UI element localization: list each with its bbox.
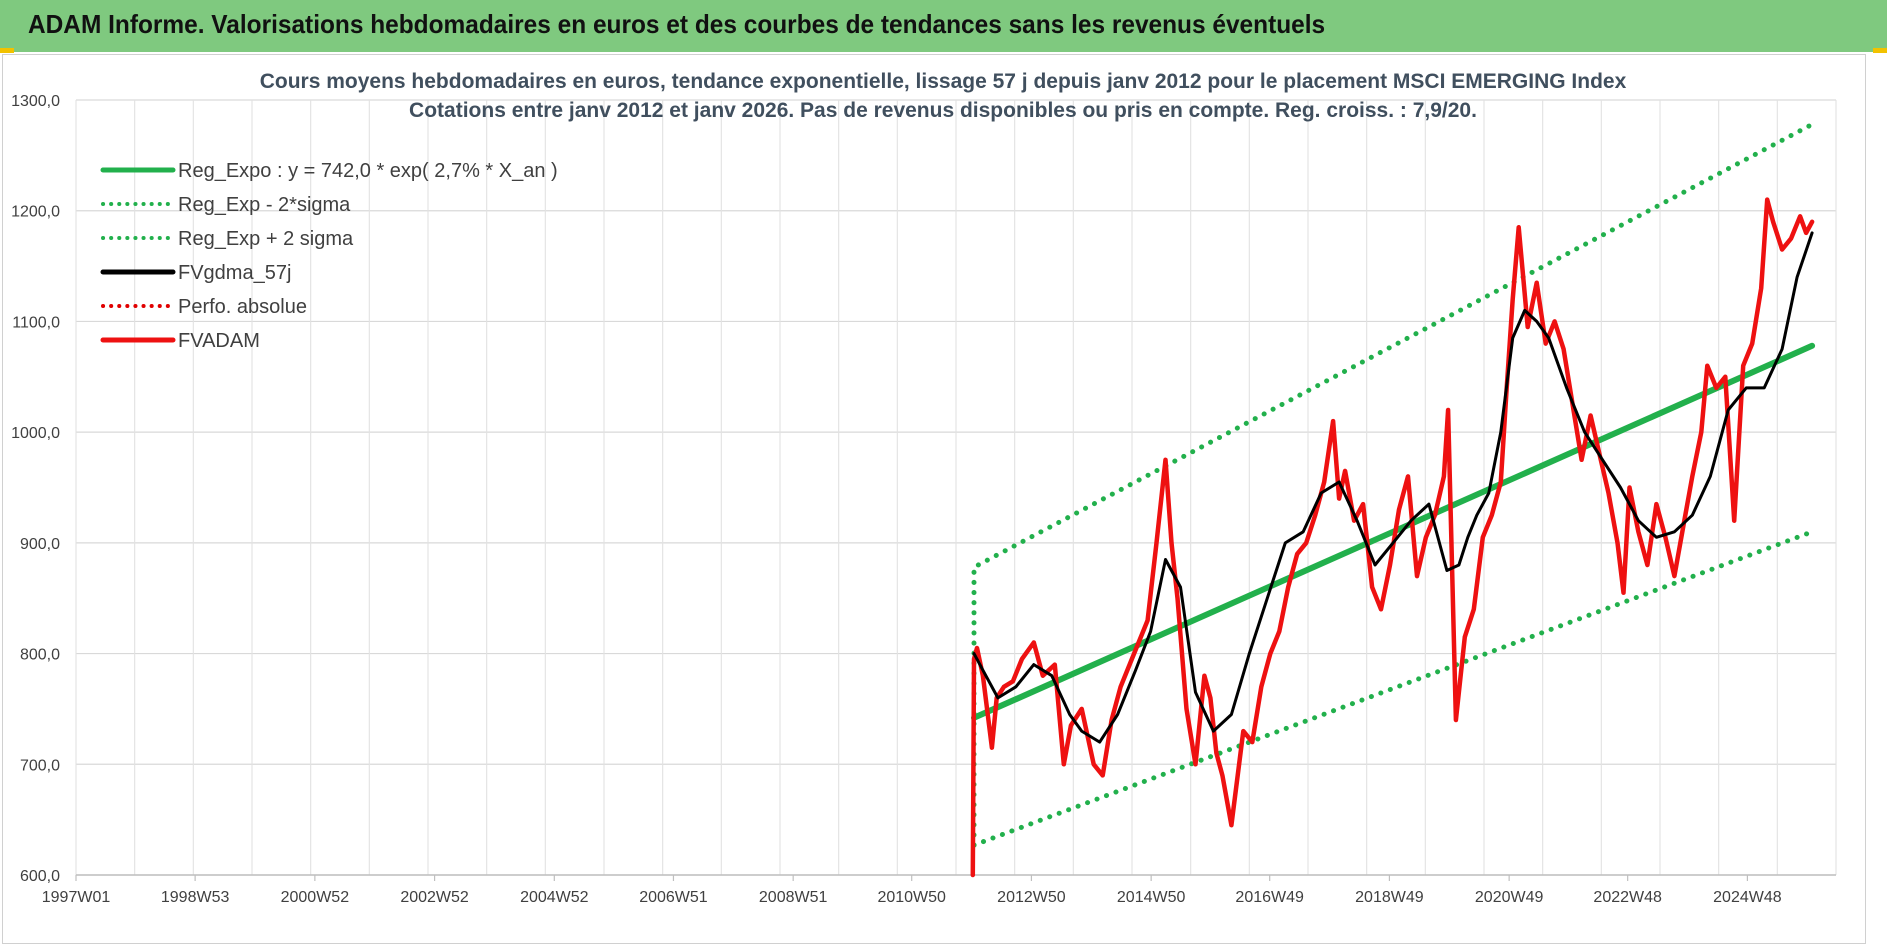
axes: 600,0 700,0 800,0 900,0 1000,0 1100,0 1200,0 13… — [11, 93, 1836, 906]
chart-svg: 600,0 700,0 800,0 900,0 1000,0 1100,0 1200,0 13… — [11, 70, 1837, 906]
x-tick-label: 2004W52 — [520, 889, 589, 906]
x-tick-label: 2006W51 — [639, 889, 708, 906]
y-tick-label: 1000,0 — [11, 425, 60, 442]
x-tick-label: 2002W52 — [400, 889, 469, 906]
x-tick-label: 2022W48 — [1593, 889, 1662, 906]
y-tick-label: 1200,0 — [11, 204, 60, 221]
x-tick-label: 1997W01 — [42, 889, 111, 906]
chart-title: Cours moyens hebdomadaires en euros, ten… — [260, 70, 1627, 93]
y-tick-label: 900,0 — [20, 536, 60, 553]
chart-subtitle: Cotations entre janv 2012 et janv 2026. … — [409, 99, 1477, 122]
chart-area: 600,0 700,0 800,0 900,0 1000,0 1100,0 1200,0 13… — [2, 54, 1866, 944]
x-tick-label: 2000W52 — [281, 889, 350, 906]
x-tick-label: 2014W50 — [1117, 889, 1186, 906]
x-tick-label: 2024W48 — [1713, 889, 1782, 906]
header-bar: ADAM Informe. Valorisations hebdomadaire… — [0, 0, 1887, 52]
left-corner-marker — [0, 48, 14, 53]
x-tick-label: 2016W49 — [1235, 889, 1304, 906]
legend-label: Perfo. absolue — [178, 296, 307, 318]
x-tick-label: 2020W49 — [1475, 889, 1544, 906]
page-title: ADAM Informe. Valorisations hebdomadaire… — [28, 9, 1326, 39]
series-line-reg-exp — [971, 529, 1815, 848]
x-tick-label: 2012W50 — [997, 889, 1066, 906]
x-tick-label: 2010W50 — [877, 889, 946, 906]
legend-label: Reg_Exp + 2 sigma — [178, 228, 354, 250]
legend-label: Reg_Exp - 2*sigma — [178, 194, 351, 216]
series-lines — [970, 121, 1816, 878]
y-tick-label: 1300,0 — [11, 93, 60, 110]
y-tick-label: 600,0 — [20, 868, 60, 885]
legend-label: FVgdma_57j — [178, 262, 291, 284]
y-tick-label: 700,0 — [20, 757, 60, 774]
y-tick-label: 800,0 — [20, 647, 60, 664]
x-tick-label: 2008W51 — [759, 889, 828, 906]
gridlines — [75, 99, 1837, 876]
x-tick-label: 1998W53 — [161, 889, 230, 906]
right-corner-marker — [1873, 48, 1887, 53]
series-line-fvadam — [970, 197, 1815, 878]
x-tick-label: 2018W49 — [1355, 889, 1424, 906]
legend-label: FVADAM — [178, 330, 260, 352]
y-tick-label: 1100,0 — [12, 314, 60, 331]
series-line-fvgdma-57j — [972, 231, 1814, 744]
legend-label: Reg_Expo : y = 742,0 * exp( 2,7% * X_an … — [178, 160, 558, 182]
legend: Reg_Expo : y = 742,0 * exp( 2,7% * X_an … — [100, 160, 558, 352]
series-line-reg-exp — [971, 121, 1815, 848]
series-line-reg-expo — [971, 342, 1816, 721]
